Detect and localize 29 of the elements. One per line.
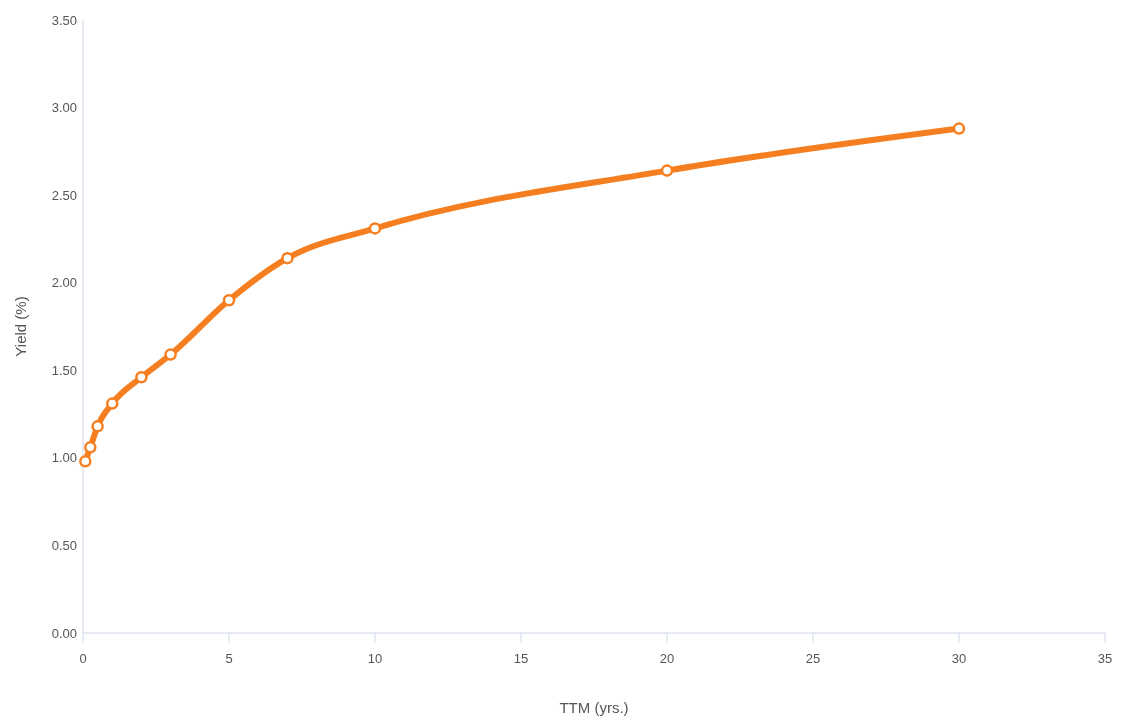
y-tick-label: 3.00	[51, 100, 77, 116]
x-tick-label: 25	[805, 651, 821, 666]
x-tick-label: 35	[1097, 651, 1113, 666]
point	[952, 122, 966, 135]
point	[281, 251, 294, 265]
point	[660, 164, 674, 177]
point	[84, 441, 97, 454]
point	[368, 222, 382, 235]
y-tick-label: 0.50	[51, 537, 77, 553]
y-axis-title: Yield (%)	[12, 296, 29, 357]
point	[105, 397, 119, 410]
point	[135, 371, 148, 384]
y-tick-label: 3.50	[51, 12, 77, 28]
x-tick-label: 20	[659, 651, 675, 666]
y-tick-label: 1.00	[51, 450, 77, 466]
point	[164, 348, 177, 361]
point	[79, 455, 92, 468]
x-axis-title: TTM (yrs.)	[559, 699, 629, 716]
x-tick-label: 30	[951, 651, 967, 666]
y-tick-label: 0.00	[51, 625, 77, 641]
x-tick-label: 5	[225, 651, 233, 666]
y-tick-label: 2.00	[51, 275, 77, 291]
y-tick-label: 1.50	[51, 362, 77, 378]
y-tick-label: 2.50	[51, 187, 77, 203]
x-tick-label: 10	[367, 651, 383, 666]
point	[222, 293, 236, 307]
x-tick-label: 15	[513, 651, 529, 666]
x-tick-label: 0	[79, 651, 87, 666]
point	[91, 420, 104, 433]
